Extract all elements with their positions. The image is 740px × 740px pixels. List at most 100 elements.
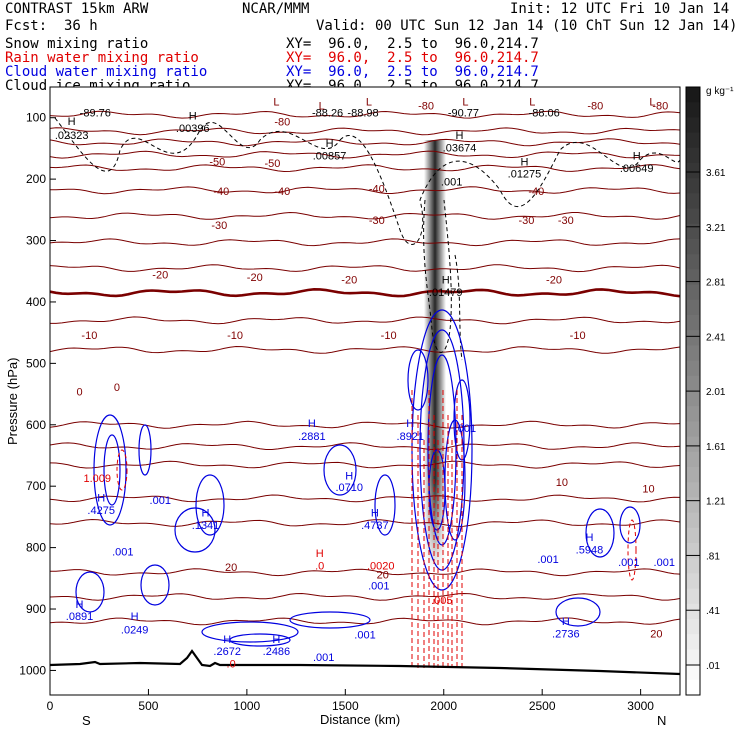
cloud-water-contour [75, 571, 105, 613]
temperature-contour-line [50, 420, 680, 429]
contour-label: .03674 [443, 142, 477, 154]
colorbar-swatch [686, 360, 700, 377]
temperature-contour-line [50, 460, 680, 469]
contour-label: L [273, 96, 279, 108]
colorbar-swatch [686, 193, 700, 210]
rain-water-contour [116, 449, 128, 491]
colorbar-swatch [686, 208, 700, 225]
cloud-ice-contour [339, 135, 680, 245]
x-tick-label: 1500 [332, 699, 359, 713]
cloud-water-contour [201, 621, 299, 643]
colorbar-swatch [686, 254, 700, 270]
colorbar-tick-label: 2.01 [706, 387, 726, 398]
colorbar-swatch [686, 391, 700, 407]
colorbar-tick-label: 3.21 [706, 223, 726, 234]
contour-label: -88.06 [529, 107, 560, 119]
contour-label: H [76, 599, 84, 611]
contour-label: H [202, 507, 210, 519]
colorbar-swatch [686, 223, 700, 240]
colorbar-swatch [686, 345, 700, 362]
contour-label: -88.98 [347, 107, 378, 119]
field-rain-name: Rain water mixing ratio [5, 50, 199, 66]
temperature-contour-line [50, 494, 680, 503]
contour-label: .1341 [192, 520, 220, 532]
contour-label: -10 [381, 330, 397, 342]
contour-label: L [319, 101, 325, 113]
contour-label: .0710 [335, 482, 363, 494]
temperature-contour-line [50, 238, 680, 247]
colorbar-swatch [686, 482, 700, 498]
contour-label: .00649 [620, 163, 654, 175]
y-tick-label: 500 [26, 356, 46, 370]
x-tick-label: 0 [47, 699, 54, 713]
contour-label: -80 [652, 101, 668, 113]
contour-label: H [316, 548, 324, 560]
x-end-label-south: S [82, 713, 91, 728]
contour-label: -20 [546, 275, 562, 287]
colorbar-swatch [686, 87, 700, 103]
contour-label: 10 [642, 483, 654, 495]
colorbar-swatch [686, 634, 700, 650]
contour-label: .001 [112, 547, 133, 559]
contour-label: -40 [528, 186, 544, 198]
contour-label: -40 [213, 186, 229, 198]
snow-plume-fade [424, 480, 446, 570]
colorbar-swatch [686, 512, 700, 529]
y-tick-label: 600 [26, 418, 46, 432]
colorbar-tick-label: .41 [706, 606, 720, 617]
contour-label: -40 [369, 184, 385, 196]
colorbar-tick-label: 2.81 [706, 278, 726, 289]
cloud-water-contour [374, 474, 396, 536]
cloud-water-contour [229, 633, 291, 647]
contour-label: .01479 [429, 287, 463, 299]
cloud-water-contour [140, 564, 170, 606]
contour-label: H [68, 116, 76, 128]
cloud-water-contour [195, 474, 225, 536]
contour-label: .2672 [213, 646, 241, 658]
contour-label: .001 [368, 580, 389, 592]
contour-label: 1.009 [83, 473, 111, 485]
temperature-contour-line [50, 150, 680, 159]
cloud-ice-contour [54, 117, 341, 172]
colorbar-unit: g kg⁻¹ [706, 86, 734, 97]
contour-label: H [585, 532, 593, 544]
colorbar-swatch [686, 467, 700, 483]
colorbar-swatch [686, 603, 700, 620]
contour-label: .001 [618, 557, 639, 569]
colorbar-swatch [686, 436, 700, 453]
colorbar-swatch [686, 664, 700, 681]
colorbar-swatch [686, 269, 700, 286]
contour-label: L [649, 96, 655, 108]
contour-label: -50 [209, 157, 225, 169]
contour-label: -40 [274, 186, 290, 198]
contour-label: .4275 [87, 505, 115, 517]
contour-label: -88.26 [312, 107, 343, 119]
field-rain-xy: XY= 96.0, 2.5 to 96.0,214.7 [286, 50, 539, 66]
colorbar-swatch [686, 573, 700, 590]
y-axis: 100 200 300 400 500 600 700 800 900 1000 [19, 111, 56, 677]
x-axis-label: Distance (km) [320, 712, 400, 727]
contour-label: 20 [225, 562, 237, 574]
cloud-water-contour [619, 506, 641, 544]
temperature-contour-line [50, 592, 680, 601]
contour-label: .001 [441, 176, 462, 188]
contour-label: 10 [556, 477, 568, 489]
colorbar-swatch [686, 451, 700, 468]
colorbar-swatch [686, 543, 700, 559]
model-title: CONTRAST 15km ARW [5, 1, 149, 17]
y-tick-label: 400 [26, 295, 46, 309]
cloud-water-contour [407, 349, 429, 411]
temperature-contour-line [50, 110, 680, 119]
x-tick-label: 3000 [627, 699, 654, 713]
y-tick-label: 800 [26, 541, 46, 555]
temperature-contour-line [50, 345, 680, 354]
contour-label: H [272, 634, 280, 646]
colorbar-swatch [686, 527, 700, 544]
contour-label: .001 [313, 652, 334, 664]
plot-area: -80 -80 -80 -80 -50 -50 -40 -40 -40 -40 -30 -30 -30 -… [50, 87, 680, 695]
contour-label: 20 [650, 628, 662, 640]
contour-label: H [456, 130, 464, 142]
contour-label: .01275 [508, 168, 542, 180]
contour-label: -20 [247, 272, 263, 284]
